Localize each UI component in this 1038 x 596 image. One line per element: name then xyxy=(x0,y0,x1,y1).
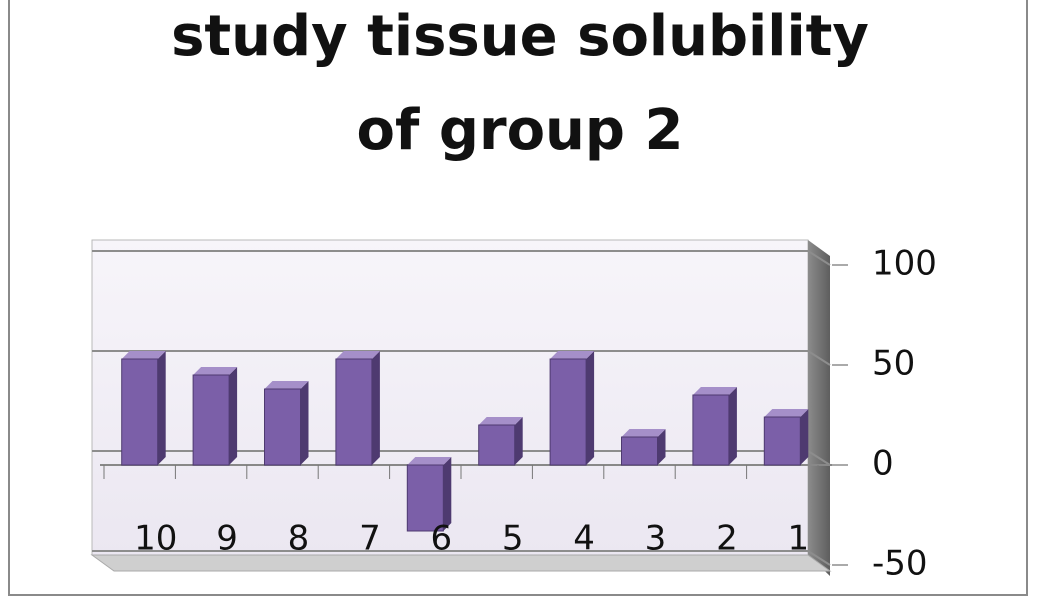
x-tick-label: 9 xyxy=(216,519,238,559)
x-tick-label: 3 xyxy=(645,519,667,559)
y-tick-label: -50 xyxy=(872,544,928,577)
grid-line-side xyxy=(807,450,831,466)
bar-side xyxy=(300,381,309,465)
bar xyxy=(121,358,159,466)
side-wall xyxy=(808,240,830,576)
bar-side xyxy=(514,417,523,465)
bar-top xyxy=(621,429,666,437)
bar xyxy=(621,436,658,466)
x-tick-label: 1 xyxy=(787,519,809,559)
bar xyxy=(335,358,373,466)
bar-top xyxy=(121,351,166,359)
chart-title: study tissue solubility of group 2 xyxy=(171,4,869,163)
bar-top xyxy=(764,409,809,417)
floor xyxy=(90,554,832,572)
x-tick-label: 10 xyxy=(134,519,177,559)
bar-top xyxy=(407,457,452,465)
bar-top xyxy=(550,351,595,359)
bar-top xyxy=(264,381,309,389)
y-tick-label: 50 xyxy=(872,344,915,384)
page: {"chart_data": {"type": "bar", "title": … xyxy=(8,0,1028,596)
bar-side xyxy=(443,457,452,531)
x-tick-label: 2 xyxy=(716,519,738,559)
plot-walls xyxy=(90,239,832,576)
bar-top xyxy=(335,351,380,359)
bar-top xyxy=(692,387,737,395)
bar-side xyxy=(157,351,166,465)
bar-side xyxy=(800,409,809,465)
y-tick-label: 0 xyxy=(872,444,894,484)
x-tick-label: 7 xyxy=(359,519,381,559)
bar xyxy=(192,374,230,466)
bar-top xyxy=(193,367,238,375)
bar-side xyxy=(657,429,666,465)
x-tick-label: 4 xyxy=(573,519,595,559)
bar xyxy=(406,464,444,532)
x-tick-label: 6 xyxy=(430,519,452,559)
bar xyxy=(549,358,587,466)
grid-line-side xyxy=(807,350,831,366)
bar-top xyxy=(478,417,523,425)
bar xyxy=(763,416,801,466)
bar-side xyxy=(229,367,238,465)
bar xyxy=(478,424,516,466)
bar xyxy=(264,388,301,466)
y-tick-label: 100 xyxy=(872,244,937,284)
chart: -50 0 50 100 10 9 8 7 6 5 4 3 2 1 xyxy=(90,239,937,577)
bar-side xyxy=(586,351,595,465)
bar xyxy=(692,394,730,466)
bar-side xyxy=(371,351,380,465)
grid-line-side xyxy=(807,250,831,266)
bar-side xyxy=(728,387,737,465)
x-tick-label: 8 xyxy=(288,519,310,559)
grid-line-side xyxy=(807,550,831,566)
x-tick-label: 5 xyxy=(502,519,524,559)
